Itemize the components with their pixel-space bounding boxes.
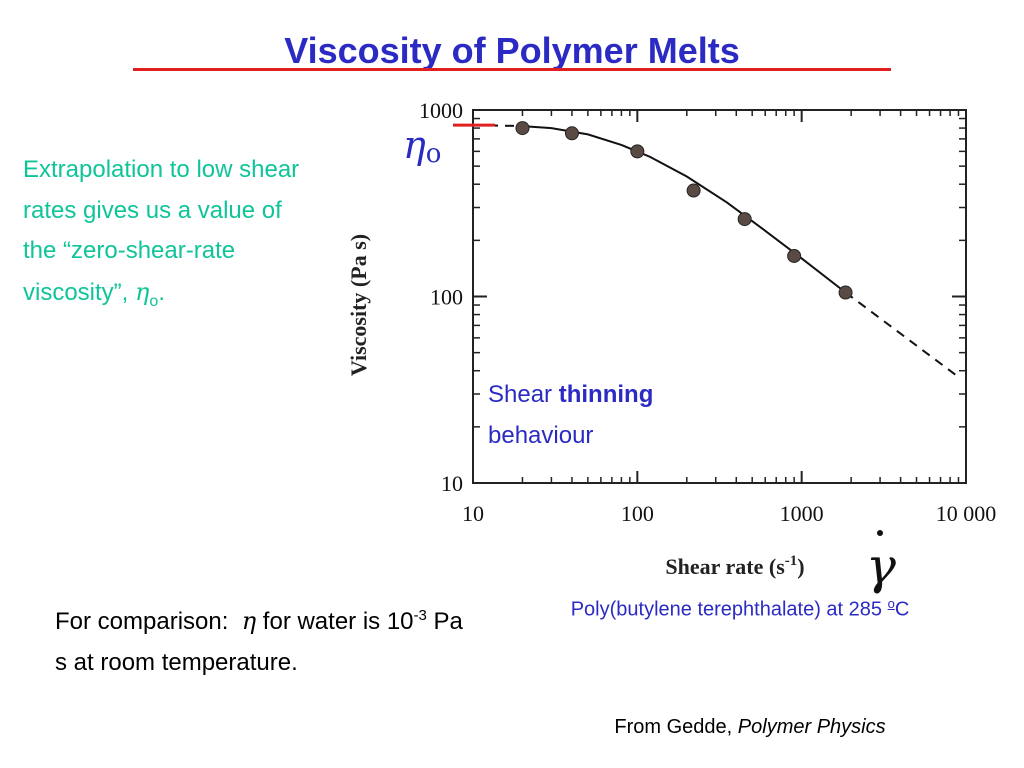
behaviour-label: behaviour bbox=[488, 422, 593, 449]
shear-thinning-label: Shear thinning bbox=[488, 381, 653, 408]
comparison-eta: η bbox=[241, 607, 257, 635]
y-tick-labels: 10 100 1000 bbox=[419, 98, 463, 496]
x-tick-label: 100 bbox=[621, 501, 654, 526]
y-tick-label: 10 bbox=[441, 471, 463, 496]
axis-ticks bbox=[473, 110, 966, 483]
y-tick-label: 1000 bbox=[419, 98, 463, 123]
data-point bbox=[838, 285, 853, 300]
eta-symbol: η bbox=[135, 277, 150, 306]
comparison-exponent: -3 bbox=[413, 607, 427, 624]
eta-subscript: o bbox=[149, 292, 159, 310]
x-axis-title-end: ) bbox=[797, 554, 804, 579]
extrapolation-period: . bbox=[158, 278, 165, 306]
data-point bbox=[686, 183, 701, 198]
x-tick-labels: 10 100 1000 10 000 bbox=[462, 501, 996, 526]
x-tick-label: 10 000 bbox=[936, 501, 997, 526]
thinning-word: thinning bbox=[559, 381, 654, 408]
eta-zero-sub: o bbox=[426, 139, 442, 169]
data-point bbox=[737, 212, 752, 227]
shear-word: Shear bbox=[488, 381, 552, 408]
comparison-suffix: Pa s at room temperature. bbox=[55, 608, 463, 676]
gamma-dot bbox=[877, 530, 883, 536]
y-tick-label: 100 bbox=[430, 285, 463, 310]
page-title: Viscosity of Polymer Melts bbox=[284, 30, 740, 71]
fit-curve-line bbox=[522, 125, 847, 294]
y-axis-title: Viscosity (Pa s) bbox=[346, 234, 371, 376]
high-shear-extrapolation bbox=[845, 291, 960, 378]
source-citation: From Gedde, Polymer Physics bbox=[540, 716, 960, 739]
x-tick-label: 10 bbox=[462, 501, 484, 526]
extrapolation-text: Extrapolation to low shear rates gives u… bbox=[23, 156, 300, 306]
caption-text: Poly(butylene terephthalate) at 285 bbox=[570, 598, 883, 621]
viscosity-chart: 10 100 1000 10 000 10 100 1000 Viscosity (Pa … bbox=[346, 98, 996, 595]
x-axis-title: Shear rate (s-1) bbox=[665, 553, 804, 579]
data-point bbox=[564, 126, 579, 141]
x-tick-label: 1000 bbox=[780, 501, 824, 526]
source-prefix: From Gedde, bbox=[614, 716, 733, 738]
comparison-note: For comparison: η for water is 10-3 Pa s… bbox=[55, 596, 475, 683]
data-points bbox=[515, 121, 853, 300]
polymer-caption: Poly(butylene terephthalate) at 285 oC bbox=[480, 596, 1000, 622]
comparison-middle: for water is 10 bbox=[262, 608, 414, 635]
eta-zero-symbol: η bbox=[403, 123, 426, 167]
data-point bbox=[787, 248, 802, 263]
data-point bbox=[515, 121, 530, 136]
caption-unit: C bbox=[894, 598, 910, 621]
x-axis-title-sup: -1 bbox=[785, 553, 798, 569]
eta-zero-label: ηo bbox=[403, 123, 441, 169]
fit-curves bbox=[472, 124, 960, 378]
comparison-prefix: For comparison: bbox=[55, 608, 229, 635]
title-underline bbox=[133, 68, 891, 71]
x-axis-title-text: Shear rate (s bbox=[665, 554, 785, 579]
extrapolation-note: Extrapolation to low shear rates gives u… bbox=[23, 150, 313, 322]
data-point bbox=[630, 144, 645, 159]
caption-degree: o bbox=[887, 596, 895, 611]
gamma-dot-symbol: γ bbox=[866, 537, 896, 595]
source-book: Polymer Physics bbox=[737, 716, 886, 738]
